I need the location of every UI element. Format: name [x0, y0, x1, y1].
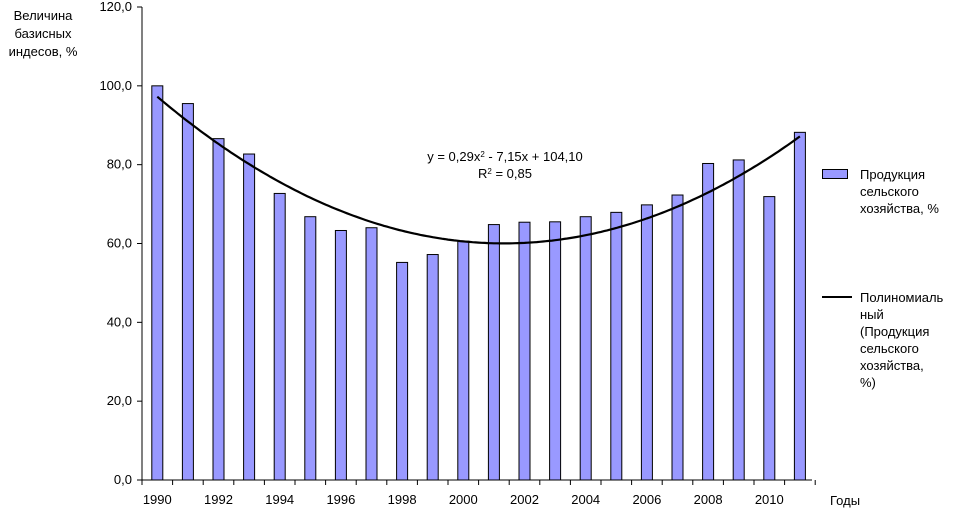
bar	[334, 229, 347, 481]
y-tick-label: 80,0	[107, 157, 132, 172]
x-tick-label: 1994	[265, 492, 294, 507]
legend-line-swatch	[822, 296, 852, 298]
x-tick-label: 1998	[388, 492, 417, 507]
bar	[243, 153, 256, 481]
x-tick-label: 2006	[632, 492, 661, 507]
bar	[610, 211, 623, 481]
x-axis-title: Годы	[830, 493, 861, 508]
x-tick-label: 2004	[571, 492, 600, 507]
bar	[549, 221, 562, 481]
bar	[518, 221, 531, 481]
x-tick-label: 1996	[326, 492, 355, 507]
y-tick-label: 60,0	[107, 236, 132, 251]
bar	[702, 162, 715, 481]
bar	[151, 85, 164, 481]
bar	[793, 131, 806, 481]
legend-bar-label: Продукция сельского хозяйства, %	[860, 167, 939, 216]
bar	[671, 194, 684, 481]
y-tick-label: 40,0	[107, 314, 132, 329]
y-axis-title: Величина базисных индесов, %	[8, 8, 78, 59]
x-tick-label: 2002	[510, 492, 539, 507]
bar	[426, 254, 439, 481]
bar	[457, 240, 470, 481]
x-tick-label: 1990	[143, 492, 172, 507]
trend-line	[156, 95, 801, 245]
y-tick-label: 100,0	[99, 78, 132, 93]
bar	[763, 196, 776, 481]
x-tick-label: 2008	[694, 492, 723, 507]
x-tick-label: 1992	[204, 492, 233, 507]
legend-trend-label: Полиномиаль ный (Продукция сельского хоз…	[860, 290, 944, 390]
bar	[487, 224, 500, 481]
x-tick-label: 2000	[449, 492, 478, 507]
y-tick-label: 20,0	[107, 393, 132, 408]
bar	[181, 103, 194, 481]
bar	[396, 261, 409, 481]
bar	[365, 227, 378, 481]
x-tick-label: 2010	[755, 492, 784, 507]
legend-bar-swatch	[822, 169, 848, 179]
bar	[273, 192, 286, 481]
y-tick-label: 0,0	[114, 472, 132, 487]
trend-equation: y = 0,29x2 - 7,15x + 104,10 R2 = 0,85	[427, 149, 583, 181]
y-tick-label: 120,0	[99, 0, 132, 14]
bar	[304, 216, 317, 481]
bar	[579, 216, 592, 481]
bar	[732, 159, 745, 481]
bar	[640, 204, 653, 481]
bar	[212, 138, 225, 481]
